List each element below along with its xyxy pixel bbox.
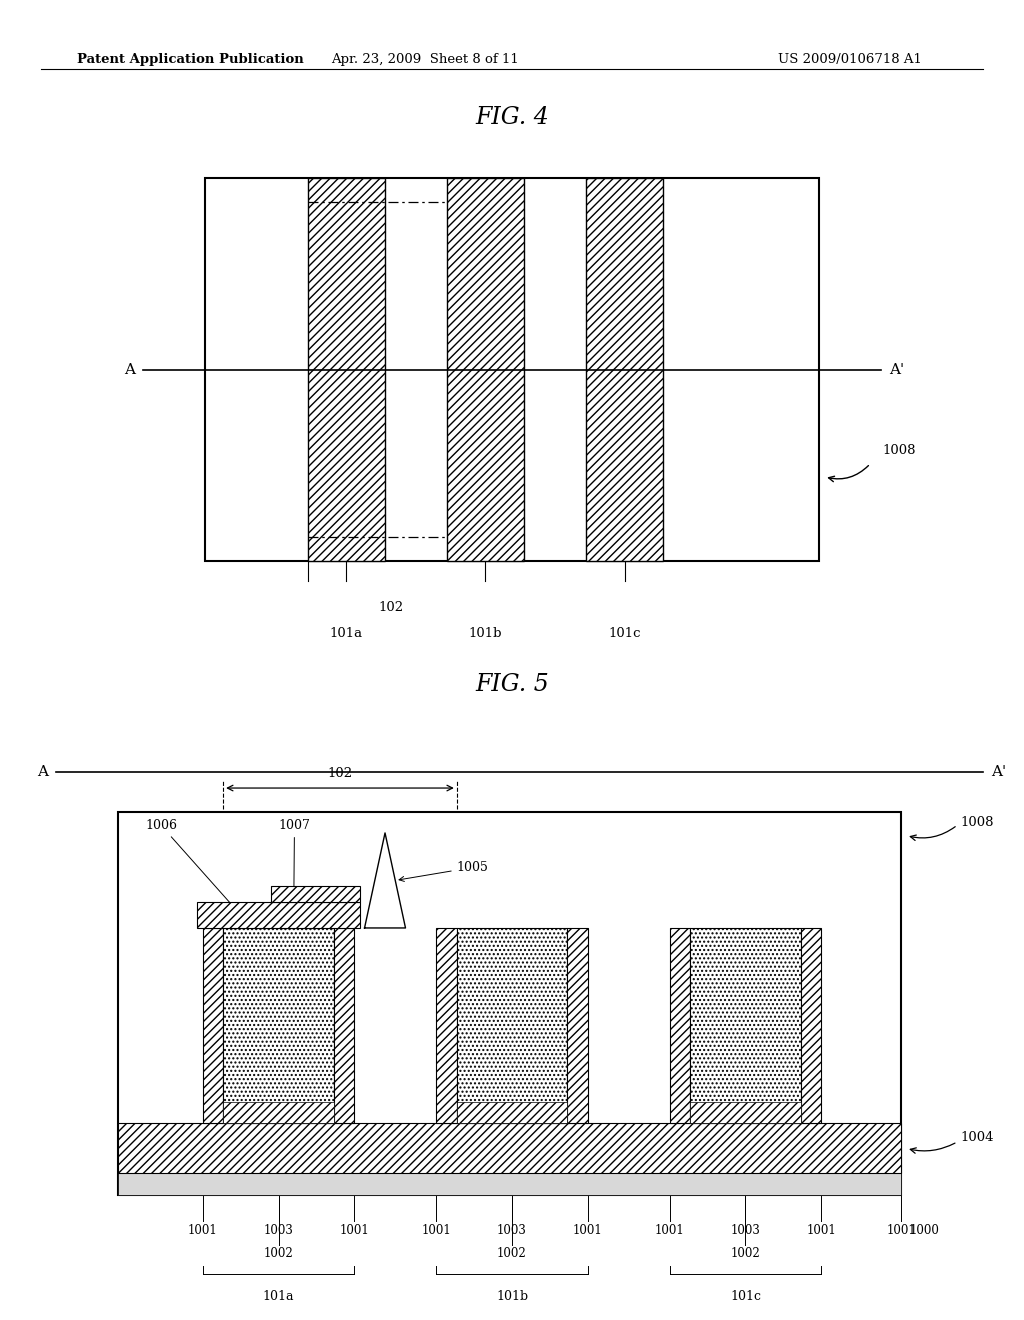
Bar: [308, 178, 385, 561]
Text: 1002: 1002: [730, 1247, 761, 1261]
Bar: [690, 928, 801, 1123]
Bar: [118, 812, 901, 1195]
Text: 1006: 1006: [145, 818, 238, 912]
Text: FIG. 5: FIG. 5: [475, 673, 549, 696]
Text: 1001: 1001: [572, 1224, 603, 1237]
Text: A': A': [889, 363, 904, 376]
Bar: [586, 178, 664, 561]
Bar: [334, 928, 354, 1123]
Text: 1001: 1001: [654, 1224, 685, 1237]
Text: 101a: 101a: [330, 627, 362, 640]
Bar: [118, 1123, 901, 1173]
Text: A': A': [991, 766, 1007, 779]
Text: 1007: 1007: [279, 818, 310, 911]
Bar: [223, 928, 334, 1123]
Bar: [223, 1102, 334, 1123]
Text: 1008: 1008: [961, 816, 994, 829]
Text: 102: 102: [379, 601, 403, 614]
Text: Patent Application Publication: Patent Application Publication: [77, 53, 303, 66]
Text: Apr. 23, 2009  Sheet 8 of 11: Apr. 23, 2009 Sheet 8 of 11: [331, 53, 519, 66]
Text: 1008: 1008: [883, 444, 916, 457]
Bar: [690, 1102, 801, 1123]
Text: 1005: 1005: [399, 861, 488, 882]
Text: 1003: 1003: [730, 1224, 761, 1237]
Bar: [567, 928, 588, 1123]
Text: 101b: 101b: [496, 1290, 528, 1303]
Bar: [118, 1173, 901, 1195]
Text: 101a: 101a: [263, 1290, 294, 1303]
Text: 1001: 1001: [421, 1224, 452, 1237]
Text: 1004: 1004: [961, 1131, 994, 1144]
Polygon shape: [365, 833, 406, 928]
Bar: [801, 928, 821, 1123]
Text: 1001: 1001: [806, 1224, 837, 1237]
Text: 1001: 1001: [339, 1224, 370, 1237]
Text: FIG. 4: FIG. 4: [475, 106, 549, 128]
Text: 1001: 1001: [886, 1224, 916, 1237]
Text: 1003: 1003: [263, 1224, 294, 1237]
Bar: [205, 178, 819, 561]
Bar: [457, 1102, 567, 1123]
Bar: [670, 928, 690, 1123]
Bar: [197, 902, 360, 928]
Text: 1002: 1002: [263, 1247, 294, 1261]
Bar: [436, 928, 457, 1123]
Text: 1003: 1003: [497, 1224, 527, 1237]
Text: 101c: 101c: [608, 627, 641, 640]
Text: 101c: 101c: [730, 1290, 761, 1303]
Text: 1002: 1002: [497, 1247, 527, 1261]
Text: 101b: 101b: [469, 627, 502, 640]
Text: A: A: [37, 766, 48, 779]
Text: 102: 102: [328, 767, 352, 780]
Text: 1001: 1001: [187, 1224, 218, 1237]
Text: US 2009/0106718 A1: US 2009/0106718 A1: [778, 53, 923, 66]
Bar: [203, 928, 223, 1123]
Bar: [446, 178, 523, 561]
Text: A: A: [124, 363, 135, 376]
Bar: [271, 886, 360, 902]
Bar: [457, 928, 567, 1123]
Text: 1000: 1000: [909, 1224, 939, 1237]
